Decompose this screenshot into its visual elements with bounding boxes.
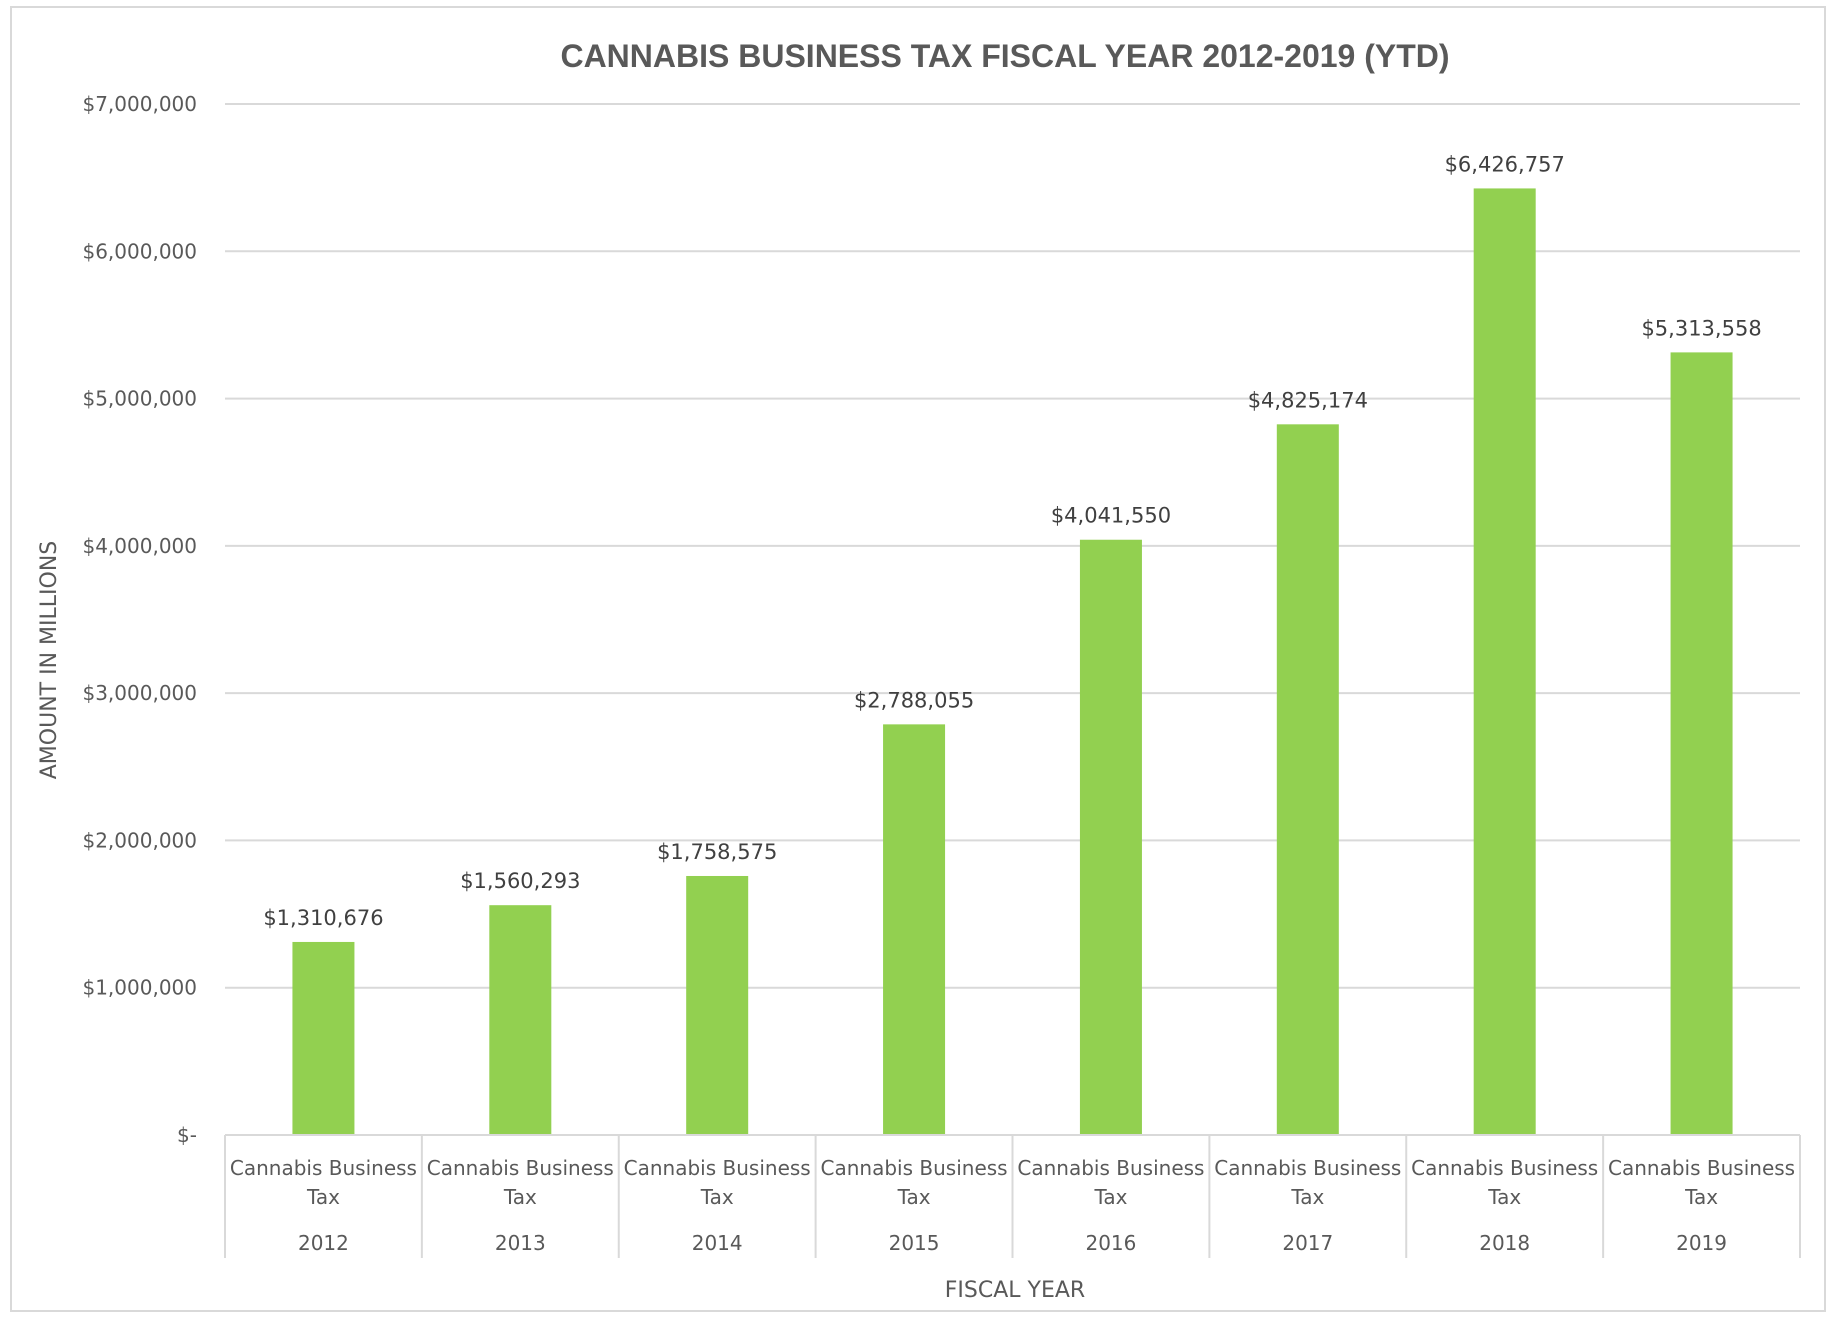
data-labels: $1,310,676 $1,560,293 $1,758,575 $2,788,055… [263,152,1761,930]
data-label: $1,560,293 [460,869,580,893]
bar [292,941,355,1135]
y-tick-label: $4,000,000 [82,534,197,558]
category-label: Tax [306,1185,340,1209]
chart-title: CANNABIS BUSINESS TAX FISCAL YEAR 2012-2… [560,38,1449,74]
year-label: 2013 [495,1231,546,1255]
category-label: Tax [1093,1185,1127,1209]
data-label: $5,313,558 [1641,316,1761,340]
year-label: 2016 [1085,1231,1136,1255]
category-label: Cannabis Business [624,1156,811,1180]
year-label: 2015 [889,1231,940,1255]
y-tick-label: $1,000,000 [82,976,197,1000]
y-tick-label: $2,000,000 [82,828,197,852]
year-label: 2018 [1479,1231,1530,1255]
y-axis-title: AMOUNT IN MILLIONS [37,541,62,780]
y-axis-ticks: $- $1,000,000 $2,000,000 $3,000,000 $4,000,0… [82,92,197,1147]
category-label: Tax [1684,1185,1718,1209]
category-label: Cannabis Business [427,1156,614,1180]
data-label: $1,758,575 [657,840,777,864]
y-tick-label: $6,000,000 [82,239,197,263]
year-label: 2014 [692,1231,743,1255]
bar [1473,188,1536,1135]
y-tick-label: $7,000,000 [82,92,197,116]
data-label: $4,825,174 [1248,388,1368,412]
bar [1079,539,1142,1135]
bar [1276,424,1339,1135]
category-label: Tax [897,1185,931,1209]
bar [1670,352,1733,1136]
year-label: 2019 [1676,1231,1727,1255]
category-label: Cannabis Business [821,1156,1008,1180]
bars [292,188,1733,1136]
x-axis-title: FISCAL YEAR [945,1278,1085,1303]
category-label: Cannabis Business [1214,1156,1401,1180]
category-label: Cannabis Business [1608,1156,1795,1180]
category-label: Tax [503,1185,537,1209]
y-tick-label: $3,000,000 [82,681,197,705]
data-label: $6,426,757 [1445,152,1565,176]
category-label: Cannabis Business [230,1156,417,1180]
data-label: $1,310,676 [263,906,383,930]
category-label: Tax [1487,1185,1521,1209]
category-label: Cannabis Business [1017,1156,1204,1180]
year-label: 2012 [298,1231,349,1255]
category-label: Tax [700,1185,734,1209]
data-label: $4,041,550 [1051,504,1171,528]
data-label: $2,788,055 [854,688,974,712]
y-tick-label: $- [177,1123,197,1147]
bar [686,875,749,1135]
category-label: Cannabis Business [1411,1156,1598,1180]
y-tick-label: $5,000,000 [82,387,197,411]
bar [883,724,946,1135]
category-label: Tax [1290,1185,1324,1209]
gridlines [225,103,1800,989]
bar [489,905,552,1135]
year-label: 2017 [1282,1231,1333,1255]
x-axis: Cannabis Business Tax 2012 Cannabis Busines… [224,1134,1801,1258]
